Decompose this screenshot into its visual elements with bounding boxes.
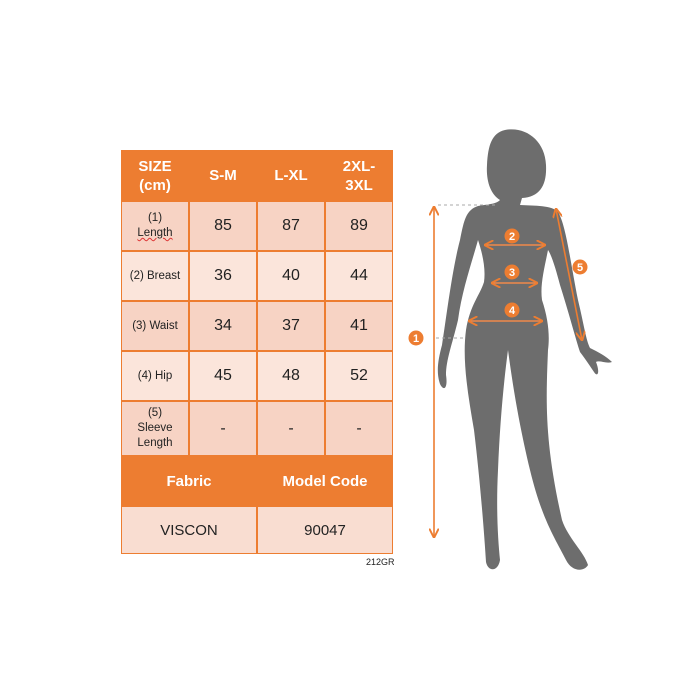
footer-value-row: VISCON 90047 <box>121 506 393 554</box>
table-cell: 48 <box>257 351 325 401</box>
marker-1: 1 <box>408 330 424 346</box>
row-label: (4) Hip <box>121 351 189 401</box>
fabric-header: Fabric <box>121 456 257 506</box>
table-row: (3) Waist 34 37 41 <box>121 301 393 351</box>
table-row: (4) Hip 45 48 52 <box>121 351 393 401</box>
header-l-xl: L-XL <box>257 150 325 201</box>
table-cell: 44 <box>325 251 393 301</box>
table-cell: - <box>257 401 325 456</box>
table-cell: 89 <box>325 201 393 251</box>
measurement-guides <box>434 204 582 537</box>
fabric-value: VISCON <box>121 506 257 554</box>
header-size: SIZE (cm) <box>121 150 189 201</box>
table-row: (1) Length 85 87 89 <box>121 201 393 251</box>
table-row: (2) Breast 36 40 44 <box>121 251 393 301</box>
table-cell: 87 <box>257 201 325 251</box>
table-cell: 52 <box>325 351 393 401</box>
table-cell: 37 <box>257 301 325 351</box>
table-cell: 41 <box>325 301 393 351</box>
size-chart-table: SIZE (cm) S-M L-XL 2XL-3XL (1) Length 85 8… <box>121 150 393 554</box>
table-cell: 45 <box>189 351 257 401</box>
table-cell: 40 <box>257 251 325 301</box>
table-row: (5) Sleeve Length - - - <box>121 401 393 456</box>
header-2xl-3xl: 2XL-3XL <box>325 150 393 201</box>
row-label: (3) Waist <box>121 301 189 351</box>
marker-4: 4 <box>504 302 520 318</box>
svg-text:2: 2 <box>509 231 515 243</box>
svg-text:3: 3 <box>509 267 515 279</box>
table-cell: - <box>325 401 393 456</box>
row-label: (1) Length <box>121 201 189 251</box>
model-code-header: Model Code <box>257 456 393 506</box>
row-label: (2) Breast <box>121 251 189 301</box>
svg-text:4: 4 <box>509 305 516 317</box>
model-code-value: 90047 <box>257 506 393 554</box>
product-code: 212GR <box>366 557 395 567</box>
marker-2: 2 <box>504 228 520 244</box>
footer-header-row: Fabric Model Code <box>121 456 393 506</box>
table-cell: 36 <box>189 251 257 301</box>
table-cell: 34 <box>189 301 257 351</box>
marker-5: 5 <box>572 259 588 275</box>
row-label: (5) Sleeve Length <box>121 401 189 456</box>
marker-3: 3 <box>504 264 520 280</box>
woman-silhouette-icon <box>437 129 612 570</box>
svg-text:1: 1 <box>413 333 419 345</box>
table-cell: 85 <box>189 201 257 251</box>
header-s-m: S-M <box>189 150 257 201</box>
svg-text:5: 5 <box>577 262 583 274</box>
sleeve-arrow <box>556 209 582 340</box>
table-header-row: SIZE (cm) S-M L-XL 2XL-3XL <box>121 150 393 201</box>
table-cell: - <box>189 401 257 456</box>
